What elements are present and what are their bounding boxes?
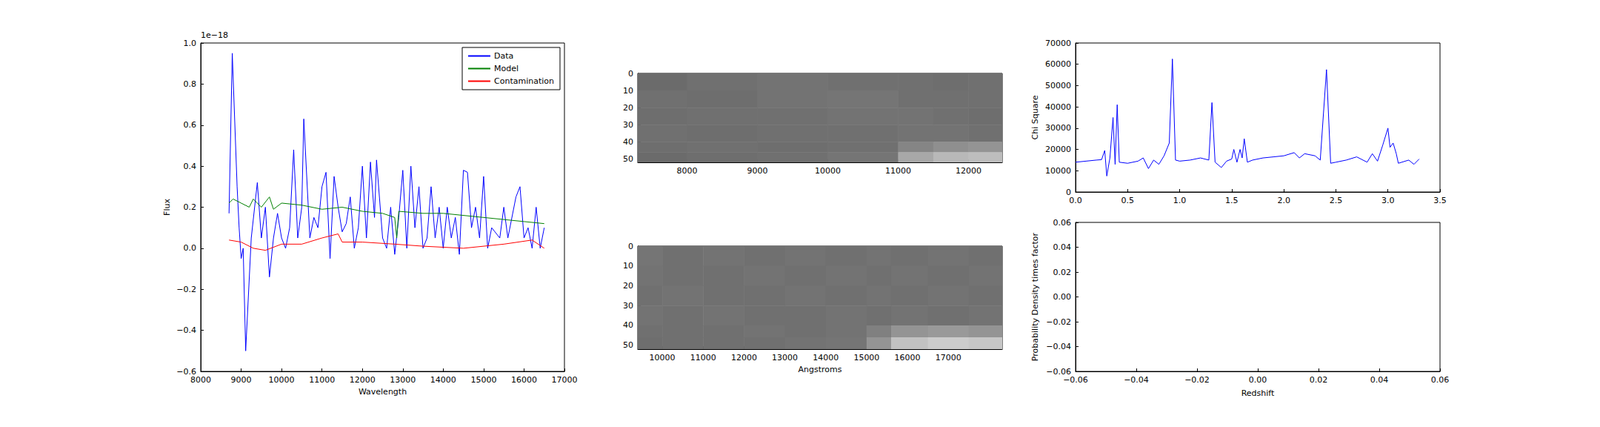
svg-text:0.04: 0.04	[1370, 374, 1389, 385]
svg-text:0.04: 0.04	[1053, 242, 1072, 252]
svg-text:9000: 9000	[746, 165, 768, 176]
svg-text:70000: 70000	[1045, 38, 1072, 49]
svg-text:3.0: 3.0	[1381, 195, 1395, 206]
svg-text:0.6: 0.6	[183, 120, 198, 130]
svg-text:15000: 15000	[470, 374, 497, 385]
svg-text:Angstroms: Angstroms	[798, 364, 843, 375]
svg-text:16000: 16000	[511, 374, 538, 385]
svg-text:60000: 60000	[1045, 59, 1072, 69]
svg-text:1.5: 1.5	[1225, 195, 1239, 206]
svg-text:0.00: 0.00	[1248, 374, 1268, 385]
svg-text:0.4: 0.4	[183, 161, 198, 172]
svg-text:9000: 9000	[231, 374, 252, 385]
svg-text:15000: 15000	[853, 352, 880, 363]
svg-text:0: 0	[628, 241, 634, 252]
svg-text:−0.06: −0.06	[1046, 366, 1072, 376]
svg-text:Model: Model	[494, 63, 519, 74]
svg-text:13000: 13000	[389, 374, 416, 385]
svg-text:−0.6: −0.6	[176, 366, 197, 376]
svg-text:0.06: 0.06	[1431, 374, 1450, 385]
svg-text:Contamination: Contamination	[494, 76, 555, 86]
svg-text:−0.02: −0.02	[1184, 374, 1210, 385]
svg-text:2.0: 2.0	[1277, 195, 1291, 206]
svg-text:12000: 12000	[349, 374, 376, 385]
svg-text:1.0: 1.0	[183, 38, 198, 49]
svg-text:11000: 11000	[885, 165, 912, 176]
svg-text:3.5: 3.5	[1433, 195, 1447, 206]
svg-text:1e−18: 1e−18	[200, 30, 229, 40]
svg-text:20: 20	[622, 102, 634, 113]
svg-text:20: 20	[622, 280, 634, 291]
svg-text:13000: 13000	[771, 352, 798, 363]
svg-text:30000: 30000	[1045, 122, 1072, 133]
svg-text:0.8: 0.8	[183, 79, 198, 89]
svg-text:Redshift: Redshift	[1241, 388, 1275, 398]
svg-text:Wavelength: Wavelength	[358, 386, 407, 397]
svg-text:50: 50	[622, 340, 634, 350]
svg-text:−0.04: −0.04	[1045, 341, 1072, 352]
svg-text:1.0: 1.0	[1173, 195, 1187, 206]
svg-text:11000: 11000	[308, 374, 335, 385]
svg-text:12000: 12000	[731, 352, 758, 363]
svg-text:10000: 10000	[268, 374, 295, 385]
svg-text:10: 10	[622, 85, 634, 96]
svg-text:50000: 50000	[1045, 80, 1072, 91]
svg-text:Data: Data	[494, 51, 514, 61]
svg-text:0.06: 0.06	[1053, 217, 1072, 228]
svg-text:20000: 20000	[1045, 144, 1072, 155]
svg-text:0: 0	[1065, 187, 1072, 197]
svg-text:Probability Density times fact: Probability Density times factor	[1030, 231, 1040, 361]
svg-text:30: 30	[622, 300, 634, 311]
svg-text:17000: 17000	[551, 374, 578, 385]
svg-text:0.02: 0.02	[1309, 374, 1329, 385]
svg-text:50: 50	[622, 154, 634, 164]
svg-text:10000: 10000	[1045, 165, 1072, 176]
svg-text:0: 0	[628, 68, 634, 79]
svg-text:Flux: Flux	[162, 198, 172, 216]
svg-text:16000: 16000	[894, 352, 921, 363]
svg-text:2.5: 2.5	[1329, 195, 1343, 206]
svg-text:10: 10	[622, 260, 634, 271]
svg-text:14000: 14000	[812, 352, 839, 363]
svg-text:10000: 10000	[649, 352, 676, 363]
svg-text:14000: 14000	[430, 374, 457, 385]
svg-text:−0.02: −0.02	[1045, 317, 1072, 327]
svg-text:0.2: 0.2	[183, 202, 198, 212]
svg-text:0.0: 0.0	[183, 242, 198, 253]
svg-text:8000: 8000	[190, 374, 212, 385]
svg-text:0.0: 0.0	[1068, 195, 1083, 206]
svg-text:10000: 10000	[814, 165, 841, 176]
svg-text:−0.04: −0.04	[1123, 374, 1149, 385]
svg-text:−0.2: −0.2	[176, 284, 197, 295]
svg-text:0.00: 0.00	[1053, 291, 1072, 302]
svg-text:11000: 11000	[690, 352, 717, 363]
svg-text:Chi Square: Chi Square	[1030, 94, 1040, 140]
svg-text:0.02: 0.02	[1053, 267, 1072, 278]
svg-text:0.5: 0.5	[1121, 195, 1135, 206]
svg-text:40: 40	[622, 320, 634, 330]
svg-text:30: 30	[622, 120, 634, 130]
svg-text:12000: 12000	[955, 165, 982, 176]
svg-text:17000: 17000	[935, 352, 962, 363]
svg-text:40000: 40000	[1045, 102, 1072, 112]
svg-text:40: 40	[622, 137, 634, 147]
svg-text:8000: 8000	[676, 165, 698, 176]
svg-text:−0.4: −0.4	[176, 325, 197, 335]
svg-text:−0.06: −0.06	[1062, 374, 1089, 385]
